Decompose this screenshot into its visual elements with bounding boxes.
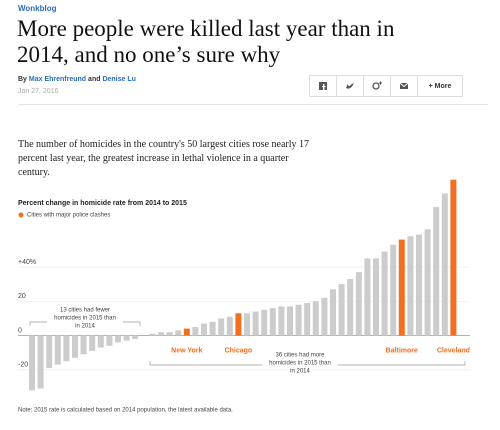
bar: [364, 258, 371, 336]
bar: [166, 332, 173, 336]
bar: [373, 258, 379, 336]
bar: [252, 311, 259, 336]
chart-title: Percent change in homicide rate from 201…: [18, 200, 187, 207]
bar: [347, 279, 354, 336]
bar: [321, 297, 328, 336]
bar: [381, 251, 388, 336]
more-button[interactable]: + More: [417, 75, 463, 97]
bar: [209, 321, 216, 336]
bar: [29, 335, 35, 391]
bar: [244, 313, 250, 336]
bar: [304, 302, 311, 336]
intro: The number of homicides in the country's…: [18, 139, 309, 178]
bar: [115, 335, 121, 343]
bar: [63, 335, 70, 362]
bar: [72, 335, 78, 358]
legend-swatch: [18, 212, 24, 218]
bar: [106, 335, 113, 346]
bar: [218, 318, 225, 336]
category-label: Baltimore: [386, 347, 418, 354]
annotation: in 2014: [75, 324, 95, 330]
y-tick-label: 0: [18, 327, 22, 334]
category-label: Chicago: [225, 347, 253, 354]
kicker[interactable]: Wonkblog: [18, 4, 57, 13]
bar: [355, 272, 362, 336]
annotation: 13 cities had fewer: [60, 308, 110, 314]
bar: [295, 304, 302, 336]
bar: [226, 316, 233, 336]
and: and: [88, 76, 101, 83]
bar: [312, 301, 319, 336]
more-label: More: [434, 82, 452, 90]
bar: [390, 244, 397, 336]
category-label: Cleveland: [437, 347, 470, 354]
annotation: homicides in 2015 than: [54, 316, 116, 322]
twitter-button[interactable]: [336, 75, 364, 97]
facebook-button[interactable]: [309, 75, 337, 97]
y-tick-label: +40%: [18, 259, 36, 266]
bar: [97, 335, 104, 348]
y-tick-label: -20: [18, 362, 28, 369]
category-label: New York: [171, 347, 202, 354]
bar: [132, 335, 139, 339]
date: Jan 27, 2016: [18, 88, 59, 95]
chart: Percent change in homicide rate from 201…: [18, 179, 470, 414]
bar: [80, 335, 87, 355]
bar: [287, 306, 293, 336]
bar: [123, 335, 130, 341]
author[interactable]: Max Ehrenfreund: [28, 76, 87, 83]
bar: [149, 333, 156, 336]
bar: [235, 313, 242, 336]
annotation: homicides in 2015 than: [269, 361, 331, 367]
bar: [89, 335, 96, 351]
share-bar: + More: [309, 75, 463, 97]
annotation: 36 cities had more: [275, 353, 325, 359]
bar: [433, 207, 440, 336]
bracket: [29, 321, 141, 326]
bar: [407, 236, 414, 336]
by: By: [18, 76, 27, 83]
bar: [441, 193, 448, 336]
email-button[interactable]: [390, 75, 418, 97]
legend-label: Cities with major police clashes: [27, 213, 110, 219]
bar: [416, 234, 422, 336]
bar: [450, 179, 457, 336]
bar: [175, 330, 182, 336]
divider: [18, 104, 488, 105]
bar: [37, 335, 44, 389]
bar: [54, 335, 61, 365]
note: Note: 2015 rate is calculated based on 2…: [18, 408, 233, 414]
bar: [192, 326, 199, 336]
bar: [201, 323, 207, 336]
bar: [424, 229, 431, 336]
bar: [278, 306, 285, 336]
bar: [158, 332, 164, 336]
bracket: [149, 361, 466, 366]
annotation: in 2014: [290, 369, 310, 375]
author[interactable]: Denise Lu: [102, 76, 136, 83]
bar: [261, 309, 268, 336]
bar: [269, 308, 276, 336]
bar: [338, 284, 345, 336]
bar: [398, 239, 405, 336]
byline: By Max Ehrenfreund and Denise Lu: [18, 76, 136, 83]
bar: [183, 328, 190, 336]
google-plus-button[interactable]: [363, 75, 391, 97]
bar: [330, 289, 336, 336]
headline: More people were killed last year than i…: [17, 16, 395, 67]
bar: [46, 335, 53, 369]
y-tick-label: 20: [18, 293, 26, 300]
